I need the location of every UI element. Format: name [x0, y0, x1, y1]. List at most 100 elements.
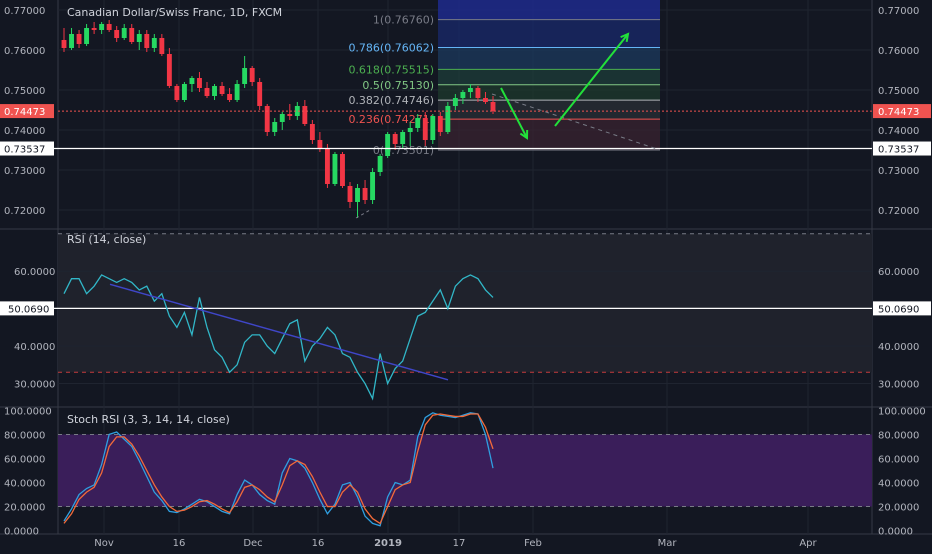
stoch-tick-left: 0.0000: [4, 527, 39, 538]
rsi-band: [58, 233, 872, 373]
price-tick-label-right: 0.72000: [878, 206, 919, 217]
candle-body: [340, 154, 345, 186]
x-tick-label: Apr: [799, 538, 817, 549]
last-price-text-left: 0.74473: [4, 107, 45, 118]
stoch-tick-right: 100.0000: [878, 406, 926, 417]
price-tick-label-right: 0.76000: [878, 46, 919, 57]
candle-body: [99, 24, 105, 30]
candle-body: [460, 92, 466, 98]
price-tick-label-left: 0.74000: [4, 126, 45, 137]
fib-zone-top: [438, 0, 660, 20]
stoch-tick-right: 60.0000: [878, 454, 919, 465]
candle-body: [106, 24, 112, 30]
stoch-title: Stoch RSI (3, 3, 14, 14, close): [67, 413, 230, 426]
candle-body: [294, 106, 300, 116]
price-tick-label-left: 0.72000: [4, 206, 45, 217]
price-tick-label-right: 0.74000: [878, 126, 919, 137]
rsi-badge-left: [0, 301, 54, 316]
rsi-tick-right: 30.0000: [878, 380, 919, 391]
candle-body: [415, 118, 421, 128]
candle-body: [166, 54, 172, 86]
candle-body: [189, 78, 195, 84]
candle-body: [355, 188, 360, 202]
candle-body: [181, 84, 187, 100]
candle-body: [407, 128, 413, 132]
candle-body: [151, 38, 157, 48]
x-tick-label: Mar: [658, 538, 678, 549]
candle-body: [309, 124, 315, 140]
hline-text-right: 0.73537: [878, 145, 919, 156]
fib-zone: [438, 100, 660, 120]
rsi-title: RSI (14, close): [67, 233, 146, 246]
rsi-tick-left: 60.0000: [14, 267, 55, 278]
projection-line-low: [355, 209, 371, 219]
candle-body: [129, 28, 135, 42]
drawings[interactable]: [0, 32, 872, 219]
price-tick-label-left: 0.73000: [4, 166, 45, 177]
candle-body: [204, 88, 210, 96]
arrow-up-head[interactable]: [620, 32, 630, 43]
price-tick-label-right: 0.73000: [878, 166, 919, 177]
rsi-trendline[interactable]: [109, 283, 449, 381]
x-tick-label: 16: [173, 538, 186, 549]
price-tick-label-left: 0.77000: [4, 6, 45, 17]
x-tick-label: 2019: [374, 538, 402, 549]
candle-body: [490, 102, 496, 112]
arrow-down-head[interactable]: [519, 129, 529, 140]
candle-body: [272, 122, 278, 132]
fib-level-label: 1(0.76760): [373, 14, 434, 27]
rsi-badge-text-right: 50.0690: [878, 304, 919, 315]
fib-level-label: 0.618(0.75515): [348, 63, 434, 76]
candle-body: [362, 188, 368, 200]
axes: Nov 16 Dec 16 2019 17 Feb Mar Apr 0.77000 0.77000 0…: [0, 6, 931, 549]
candles: [61, 20, 496, 218]
stoch-tick-left: 100.0000: [4, 406, 52, 417]
fib-level-label: 0.236(0.74271): [348, 113, 434, 126]
candle-body: [121, 28, 127, 38]
stoch-tick-left: 80.0000: [4, 430, 45, 441]
candle-body: [422, 118, 428, 140]
candle-body: [76, 34, 82, 44]
candle-body: [249, 68, 255, 82]
arrow-down[interactable]: [500, 87, 528, 139]
projection-line: [491, 93, 661, 151]
candle-body: [219, 86, 225, 94]
stoch-d-line: [63, 413, 494, 525]
stoch-tick-left: 60.0000: [4, 454, 45, 465]
fib-zone: [438, 19, 660, 48]
price-tick-label-right: 0.75000: [878, 86, 919, 97]
candle-body: [377, 156, 383, 172]
candle-body: [174, 86, 180, 100]
stoch-tick-right: 40.0000: [878, 479, 919, 490]
stoch-tick-left: 40.0000: [4, 479, 45, 490]
rsi-tick-right: 40.0000: [878, 342, 919, 353]
candle-body: [197, 78, 202, 88]
candle-body: [475, 88, 481, 98]
candle-body: [430, 116, 436, 140]
fib-zone: [438, 84, 660, 101]
arrow-up[interactable]: [554, 33, 629, 127]
x-tick-label: Dec: [243, 538, 262, 549]
fib-zone: [438, 47, 660, 70]
rsi-line: [63, 274, 494, 401]
candle-body: [159, 38, 165, 54]
stoch-k-line: [63, 412, 494, 527]
candle-body: [467, 88, 473, 92]
candle-body: [91, 28, 97, 30]
rsi-badge-text-left: 50.0690: [8, 304, 49, 315]
candle-body: [287, 114, 293, 116]
candle-body: [302, 106, 308, 124]
candle-body: [257, 82, 263, 106]
candle-body: [234, 84, 240, 100]
stoch-rsi-panel: 100.0000 100.0000 80.0000 80.0000 60.0000 60.…: [4, 406, 926, 537]
candle-body: [144, 34, 150, 48]
fib-zone: [438, 69, 660, 85]
candle-body: [332, 154, 338, 184]
fib-zone: [438, 119, 660, 150]
candle-body: [400, 132, 406, 144]
candle-body: [279, 114, 285, 122]
x-tick-label: Nov: [94, 538, 114, 549]
x-tick-label: 17: [453, 538, 466, 549]
hline-badge-right: [873, 141, 931, 156]
